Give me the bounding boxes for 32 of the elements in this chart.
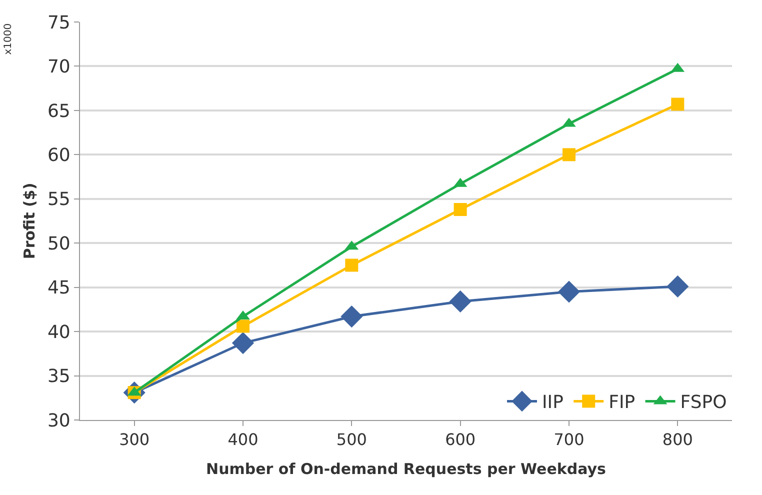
legend-label: FSPO [680,392,727,414]
x-tick-label: 500 [336,430,367,450]
point [449,290,472,313]
point [666,275,689,298]
point [558,280,580,303]
y-axis-title: Profit ($) [20,182,39,260]
x-tick-label: 700 [554,430,584,450]
y-tick-label: 50 [47,233,70,254]
point [232,332,254,354]
x-axis-title: Number of On-demand Requests per Weekdays [206,460,606,478]
x-tick-label: 300 [119,430,150,450]
y-tick-label: 35 [47,366,70,388]
y-tick-label: 75 [47,12,70,34]
legend-label: IIP [542,392,564,414]
point [236,320,250,333]
x-tick-label: 800 [662,430,693,450]
legend-label: FIP [608,392,636,414]
point [340,305,363,328]
point [671,98,684,111]
text: x1000 [2,23,14,55]
y-tick-label: 45 [47,278,70,299]
y-tick-label: 30 [47,410,70,432]
y-tick-label: 65 [47,100,70,122]
x-tick-label: 600 [445,430,476,450]
point [562,148,576,162]
y-tick-label: 70 [47,56,70,78]
y-tick-label: 40 [47,322,70,343]
y-tick-label: 60 [47,144,70,166]
y-tick-label: 55 [47,189,70,210]
point [454,203,467,216]
x-tick-label: 400 [228,430,258,450]
point [345,258,358,272]
